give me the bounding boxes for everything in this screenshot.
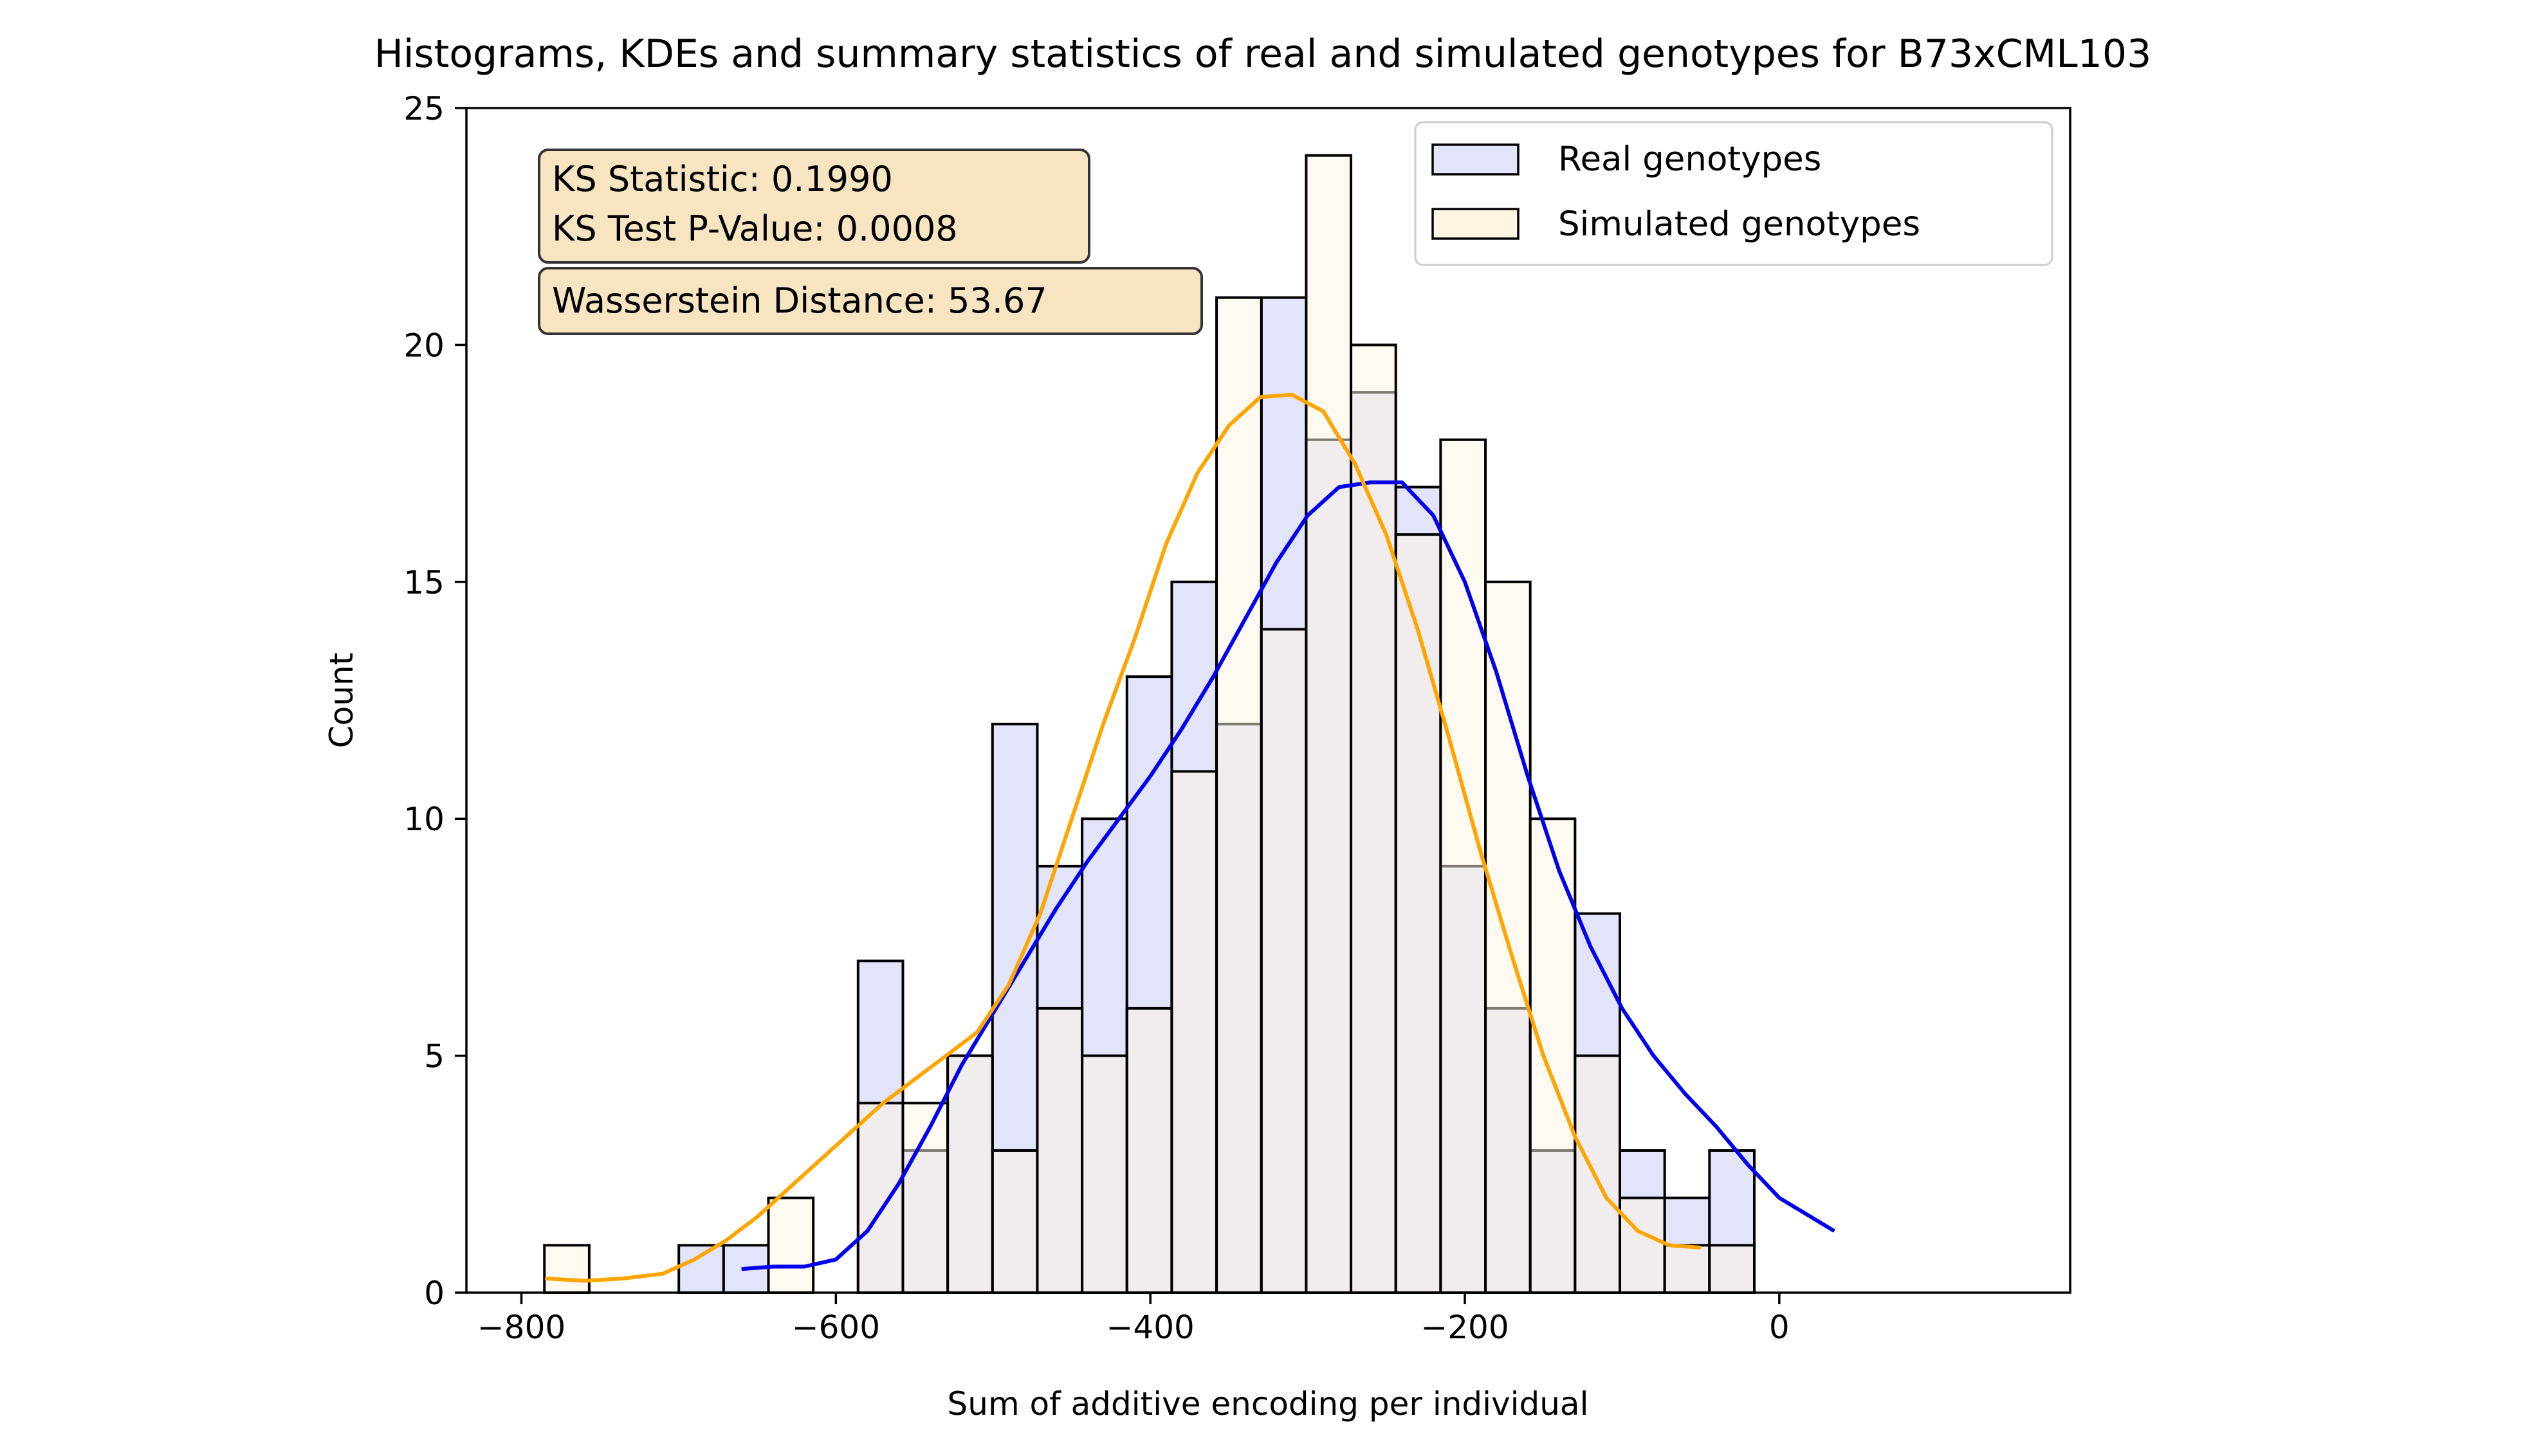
x-tick-label: −800	[477, 1309, 565, 1346]
x-axis-label: Sum of additive encoding per individual	[948, 1385, 1589, 1423]
simulated-bar	[1394, 533, 1442, 1294]
legend-label-real: Real genotypes	[1558, 140, 1821, 179]
simulated-bar	[1170, 770, 1218, 1294]
simulated-bar	[1619, 1196, 1666, 1295]
y-tick-label: 20	[403, 327, 445, 364]
x-tick-label: −400	[1106, 1309, 1195, 1346]
ks-pvalue-text: KS Test P-Value: 0.0008	[552, 208, 958, 249]
simulated-bar	[991, 1149, 1039, 1294]
x-tick-label: −600	[792, 1309, 880, 1346]
legend-label-simulated: Simulated genotypes	[1558, 205, 1920, 244]
simulated-bar	[1439, 438, 1487, 1294]
simulated-bar	[1215, 296, 1263, 1295]
y-tick-label: 5	[424, 1038, 445, 1075]
legend-frame	[1414, 121, 2053, 266]
real-bar	[677, 1244, 725, 1294]
simulated-kde-curve	[545, 392, 1701, 1283]
legend: Real genotypes Simulated genotypes	[1414, 121, 2053, 266]
simulated-bar	[1260, 628, 1308, 1294]
simulated-bar	[1663, 1244, 1711, 1294]
simulated-bar	[1081, 1054, 1128, 1294]
ks-statistic-text: KS Statistic: 0.1990	[552, 159, 893, 199]
stats-annotation-wasserstein: Wasserstein Distance: 53.67	[538, 267, 1203, 335]
y-tick-label: 25	[403, 90, 445, 127]
plot-area-frame	[465, 107, 2071, 1294]
y-tick-label: 15	[403, 564, 445, 601]
simulated-bar	[946, 1054, 994, 1294]
chart-title: Histograms, KDEs and summary statistics …	[374, 32, 2152, 77]
simulated-bar	[1036, 1006, 1084, 1295]
y-tick-label: 10	[403, 801, 445, 838]
simulated-bar	[856, 1102, 904, 1295]
x-tick-label: 0	[1769, 1309, 1790, 1346]
legend-swatch-real	[1431, 143, 1519, 176]
y-axis-ticks: 0 5 10 15 20 25	[403, 90, 466, 1312]
simulated-bar	[767, 1196, 815, 1295]
simulated-bar	[1574, 1054, 1622, 1294]
stats-annotation-ks: KS Statistic: 0.1990 KS Test P-Value: 0.…	[538, 149, 1090, 264]
simulated-bar	[901, 1102, 950, 1295]
simulated-bar	[1305, 154, 1353, 1294]
simulated-bar	[543, 1244, 591, 1294]
simulated-bar	[1125, 1006, 1173, 1295]
x-tick-label: −200	[1420, 1309, 1509, 1346]
wasserstein-text: Wasserstein Distance: 53.67	[552, 280, 1047, 321]
real-kde-curve	[741, 480, 1835, 1271]
y-tick-label: 0	[424, 1275, 445, 1312]
simulated-bar	[1708, 1244, 1756, 1294]
ks-stats-box	[538, 149, 1090, 264]
legend-swatch-simulated	[1431, 208, 1519, 240]
wasserstein-box	[538, 267, 1203, 335]
y-axis-label: Count	[323, 653, 360, 749]
simulated-bar	[1350, 343, 1397, 1294]
x-axis-ticks: −800 −600 −400 −200 0	[477, 1293, 1790, 1346]
